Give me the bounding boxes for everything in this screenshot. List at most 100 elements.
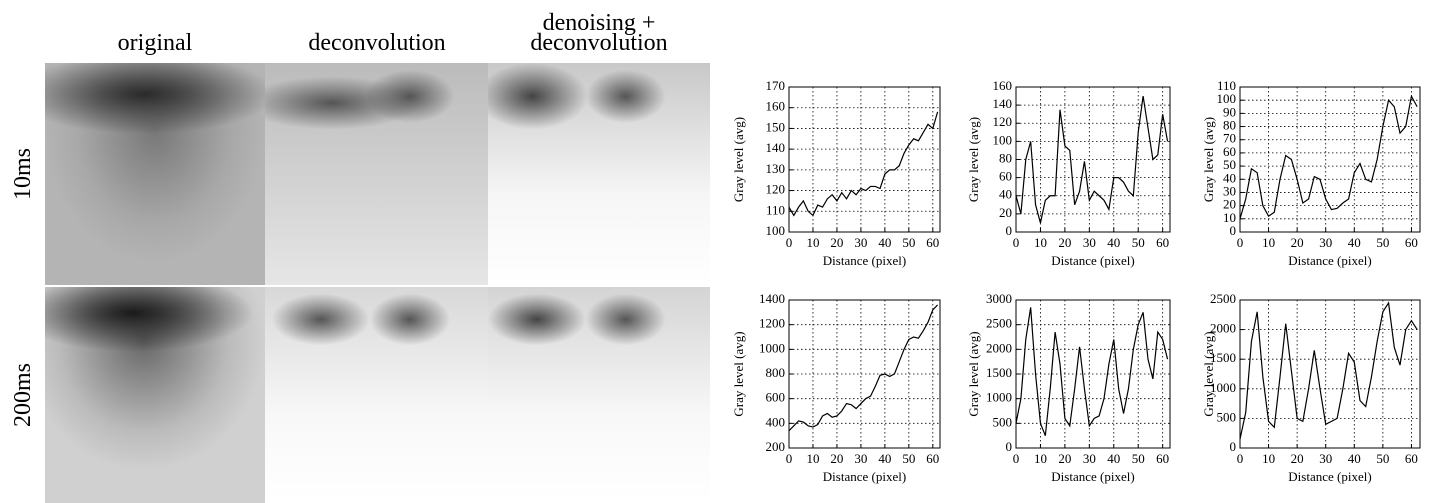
x-tick-label: 50 — [902, 235, 915, 250]
y-tick-label: 1000 — [759, 340, 785, 355]
y-tick-label: 3000 — [986, 291, 1012, 306]
x-tick-label: 30 — [1083, 235, 1096, 250]
x-tick-label: 30 — [1319, 235, 1332, 250]
x-tick-label: 40 — [878, 451, 891, 466]
y-tick-label: 1000 — [986, 390, 1012, 405]
image-deconv-10ms — [265, 63, 488, 285]
y-tick-label: 130 — [766, 161, 786, 176]
line — [788, 304, 939, 432]
y-tick-label: 1500 — [986, 365, 1012, 380]
x-tick-label: 60 — [926, 235, 939, 250]
y-tick-label: 30 — [1223, 183, 1236, 198]
x-tick-label: 30 — [854, 235, 867, 250]
y-tick-label: 40 — [999, 187, 1012, 202]
x-tick-label: 20 — [1058, 451, 1071, 466]
y-tick-label: 0 — [1006, 439, 1013, 454]
x-axis-label: Distance (pixel) — [823, 253, 906, 268]
y-tick-label: 100 — [766, 223, 786, 238]
y-tick-label: 80 — [999, 150, 1012, 165]
y-axis-label: Gray level (avg) — [966, 331, 981, 416]
y-tick-label: 80 — [1223, 118, 1236, 133]
x-tick-label: 20 — [1291, 451, 1304, 466]
y-tick-label: 2500 — [1210, 291, 1236, 306]
x-tick-label: 0 — [1013, 451, 1020, 466]
y-tick-label: 110 — [766, 202, 785, 217]
y-tick-label: 100 — [993, 132, 1013, 147]
y-axis-label: Gray level (avg) — [966, 117, 981, 202]
line — [788, 111, 939, 217]
line — [1239, 94, 1418, 219]
plot-frame — [788, 299, 941, 449]
x-axis-label: Distance (pixel) — [823, 469, 906, 484]
x-tick-label: 10 — [1262, 451, 1275, 466]
x-axis-label: Distance (pixel) — [1051, 469, 1134, 484]
column-label: denoising + — [543, 10, 656, 36]
plot-frame — [1015, 299, 1171, 449]
y-tick-label: 1000 — [1210, 380, 1236, 395]
line — [1015, 95, 1169, 224]
column-label: deconvolution — [530, 30, 667, 56]
x-tick-label: 10 — [1034, 451, 1047, 466]
y-tick-label: 160 — [993, 78, 1013, 93]
y-tick-label: 20 — [999, 205, 1012, 220]
y-tick-label: 100 — [1217, 91, 1237, 106]
image-deconv-200ms — [265, 287, 488, 503]
x-tick-label: 10 — [806, 451, 819, 466]
plot-frame — [1239, 86, 1421, 233]
y-tick-label: 140 — [766, 140, 786, 155]
row-label: 10ms — [10, 148, 36, 200]
image-denoise-200ms — [488, 287, 710, 503]
y-tick-label: 400 — [766, 414, 786, 429]
x-tick-label: 50 — [1132, 235, 1145, 250]
x-tick-label: 50 — [1376, 235, 1389, 250]
x-tick-label: 40 — [1348, 451, 1361, 466]
y-tick-label: 120 — [993, 114, 1013, 129]
x-tick-label: 0 — [1013, 235, 1020, 250]
y-tick-label: 2000 — [1210, 321, 1236, 336]
x-axis-label: Distance (pixel) — [1288, 469, 1371, 484]
y-tick-label: 0 — [1230, 223, 1237, 238]
y-tick-label: 1200 — [759, 316, 785, 331]
x-tick-label: 20 — [830, 451, 843, 466]
y-tick-label: 40 — [1223, 170, 1236, 185]
y-tick-label: 800 — [766, 365, 786, 380]
plot-frame — [788, 86, 941, 233]
plot-frame — [1015, 86, 1171, 233]
column-label: deconvolution — [308, 30, 445, 56]
y-tick-label: 500 — [993, 414, 1013, 429]
x-tick-label: 60 — [1405, 235, 1418, 250]
x-tick-label: 50 — [1132, 451, 1145, 466]
y-tick-label: 170 — [766, 78, 786, 93]
y-tick-label: 600 — [766, 390, 786, 405]
y-tick-label: 110 — [1217, 78, 1236, 93]
x-tick-label: 0 — [1237, 235, 1244, 250]
plot-frame — [1239, 299, 1421, 449]
x-tick-label: 10 — [1034, 235, 1047, 250]
x-tick-label: 10 — [806, 235, 819, 250]
x-tick-label: 50 — [1376, 451, 1389, 466]
x-tick-label: 60 — [1156, 235, 1169, 250]
y-tick-label: 140 — [993, 96, 1013, 111]
x-tick-label: 20 — [1291, 235, 1304, 250]
y-axis-label: Gray level (avg) — [1201, 117, 1216, 202]
image-denoise-10ms — [488, 63, 710, 285]
y-tick-label: 70 — [1223, 131, 1236, 146]
x-tick-label: 60 — [1405, 451, 1418, 466]
y-tick-label: 500 — [1217, 409, 1237, 424]
y-tick-label: 2500 — [986, 316, 1012, 331]
x-tick-label: 10 — [1262, 235, 1275, 250]
line — [1015, 307, 1169, 436]
x-tick-label: 20 — [1058, 235, 1071, 250]
x-tick-label: 0 — [786, 451, 793, 466]
y-tick-label: 50 — [1223, 157, 1236, 172]
y-tick-label: 1500 — [1210, 350, 1236, 365]
x-tick-label: 40 — [1107, 451, 1120, 466]
x-tick-label: 30 — [1319, 451, 1332, 466]
x-axis-label: Distance (pixel) — [1288, 253, 1371, 268]
x-tick-label: 50 — [902, 451, 915, 466]
x-tick-label: 30 — [1083, 451, 1096, 466]
y-axis-label: Gray level (avg) — [1201, 331, 1216, 416]
x-tick-label: 40 — [878, 235, 891, 250]
